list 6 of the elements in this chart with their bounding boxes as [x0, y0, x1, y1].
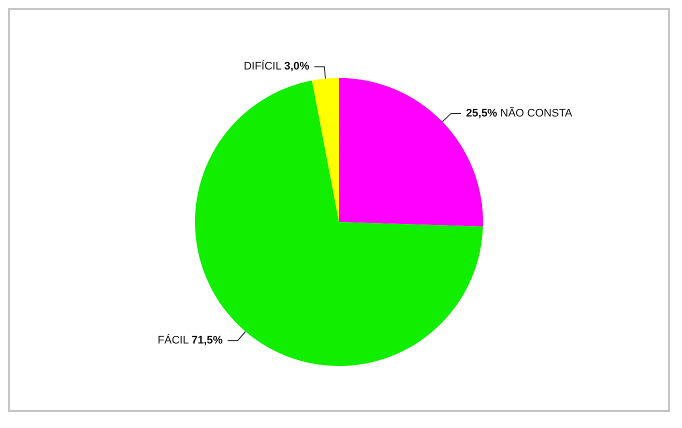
slice-label: NÃO CONSTA	[497, 106, 573, 120]
data-label: 3,0%	[284, 60, 310, 73]
data-label: 25,5%	[466, 107, 498, 120]
slice-label: FÁCIL	[158, 334, 192, 347]
slice-label: DIFÍCIL	[244, 60, 284, 73]
data-label: 71,5%	[191, 334, 223, 347]
